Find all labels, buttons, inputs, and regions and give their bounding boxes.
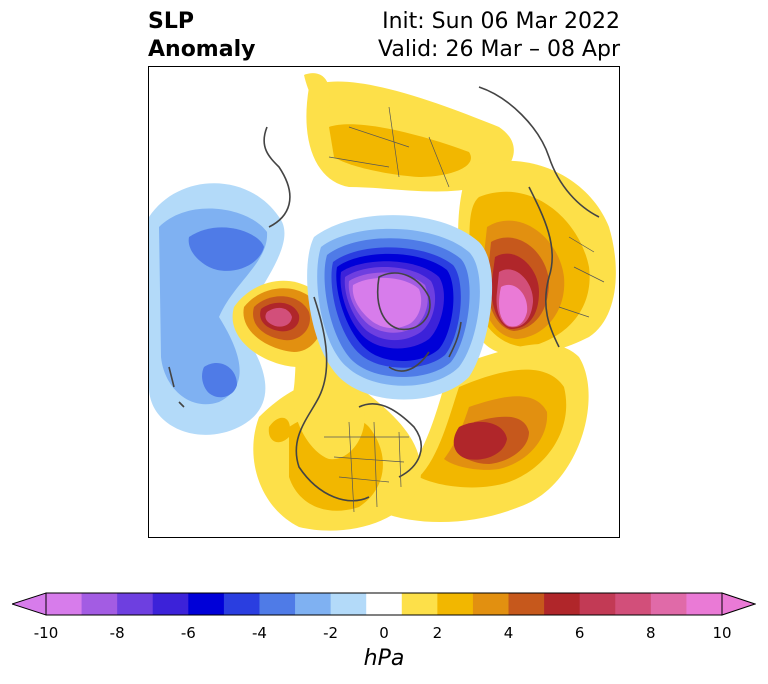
positive-anomaly-scandinavia — [458, 160, 616, 356]
colorbar-tick-label: -10 — [33, 624, 59, 642]
colorbar-border — [45, 592, 723, 616]
colorbar-segment — [650, 593, 687, 615]
negative-anomaly-arctic — [307, 215, 493, 400]
positive-anomaly-alaska — [232, 280, 335, 367]
colorbar-segment — [544, 593, 581, 615]
colorbar-segment — [508, 593, 545, 615]
colorbar-extend-high — [721, 592, 756, 616]
colorbar-segment — [330, 593, 367, 615]
colorbar-tick-label: 10 — [712, 624, 732, 642]
colorbar-tick-label: 8 — [646, 624, 656, 642]
init-valid-info: Init: Sun 06 Mar 2022 Valid: 26 Mar – 08… — [378, 8, 620, 64]
colorbar-segment — [117, 593, 154, 615]
coastlines — [168, 86, 600, 502]
colorbar-tick-label: 6 — [574, 624, 585, 642]
colorbar-tick-label: -4 — [251, 624, 267, 642]
colorbar-segment — [152, 593, 189, 615]
colorbar-tick-label: -6 — [180, 624, 196, 642]
colorbar-segment — [46, 593, 83, 615]
colorbar-tick-label: 4 — [503, 624, 514, 642]
positive-anomaly-siberia — [304, 73, 514, 192]
colorbar-segment — [579, 593, 616, 615]
colorbar-segment — [366, 593, 403, 615]
colorbar-segment — [437, 593, 474, 615]
anomaly-map — [149, 73, 616, 531]
colorbar-segment — [259, 593, 296, 615]
colorbar-segment — [615, 593, 652, 615]
negative-anomaly-north-pacific — [149, 183, 285, 435]
map-panel — [148, 66, 620, 538]
title-line-2: Anomaly — [148, 37, 256, 62]
title-line-1: SLP — [148, 9, 194, 34]
colorbar-segment — [81, 593, 118, 615]
colorbar-tick-label: 0 — [379, 624, 389, 642]
colorbar-segment — [472, 593, 510, 615]
colorbar-segment — [295, 593, 332, 615]
colorbar-extend-low — [12, 592, 47, 616]
colorbar-segment — [686, 593, 723, 615]
colorbar-segment — [223, 593, 260, 615]
positive-anomaly-north-atlantic — [369, 344, 589, 522]
colorbar-tick-label: -8 — [109, 624, 125, 642]
country-borders — [324, 106, 605, 513]
colorbar-tick-label: -2 — [323, 624, 339, 642]
colorbar-unit-label: hPa — [363, 646, 405, 671]
map-title: SLP Anomaly — [148, 8, 255, 64]
init-date: Init: Sun 06 Mar 2022 — [382, 9, 620, 34]
colorbar-segment — [188, 593, 225, 615]
colorbar — [12, 592, 756, 616]
valid-range: Valid: 26 Mar – 08 Apr — [378, 37, 620, 62]
colorbar-tick-label: 2 — [432, 624, 443, 642]
colorbar-segment — [401, 593, 438, 615]
